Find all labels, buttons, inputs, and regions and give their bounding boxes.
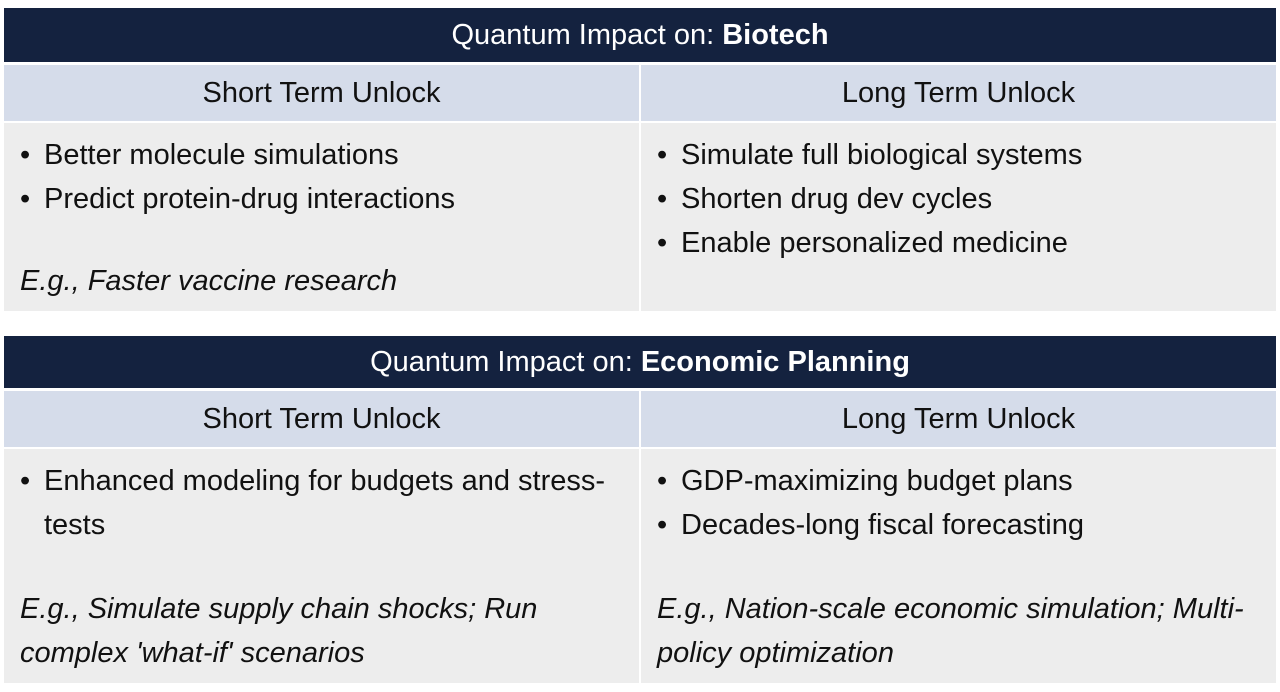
bullet-item: Predict protein-drug interactions (20, 177, 625, 221)
column-heading: Short Term Unlock (4, 391, 639, 447)
bullet-item: Better molecule simulations (20, 133, 625, 177)
bullet-item: Simulate full biological systems (657, 133, 1262, 177)
title-topic: Biotech (722, 18, 829, 51)
column-heading: Long Term Unlock (641, 65, 1276, 121)
panel-title: Quantum Impact on: Biotech (4, 8, 1276, 62)
bullet-item: Shorten drug dev cycles (657, 177, 1262, 221)
heading-row: Short Term Unlock Long Term Unlock (4, 65, 1276, 121)
body-row: Better molecule simulationsPredict prote… (4, 123, 1276, 311)
column-body: GDP-maximizing budget plansDecades-long … (641, 449, 1276, 683)
bullet-item: GDP-maximizing budget plans (657, 459, 1262, 503)
heading-row: Short Term Unlock Long Term Unlock (4, 391, 1276, 447)
bullet-item: Enable personalized medicine (657, 221, 1262, 265)
title-prefix: Quantum Impact on: (370, 345, 633, 378)
example-text: E.g., Simulate supply chain shocks; Run … (20, 593, 538, 669)
example-text: E.g., Nation-scale economic simulation; … (657, 593, 1244, 669)
body-row: Enhanced modeling for budgets and stress… (4, 449, 1276, 683)
example-text: E.g., Faster vaccine research (20, 265, 398, 297)
bullet-item: Decades-long fiscal forecasting (657, 503, 1262, 547)
column-body: Enhanced modeling for budgets and stress… (4, 449, 639, 683)
column-heading: Long Term Unlock (641, 391, 1276, 447)
bullet-item: Enhanced modeling for budgets and stress… (20, 459, 625, 547)
panel-title: Quantum Impact on: Economic Planning (4, 336, 1276, 388)
column-body: Simulate full biological systemsShorten … (641, 123, 1276, 311)
column-body: Better molecule simulationsPredict prote… (4, 123, 639, 311)
panel: Quantum Impact on: Biotech Short Term Unlo… (4, 8, 1276, 311)
title-topic: Economic Planning (640, 345, 910, 378)
panel: Quantum Impact on: Economic Planning Short… (4, 336, 1276, 683)
title-prefix: Quantum Impact on: (451, 18, 715, 51)
column-heading: Short Term Unlock (4, 65, 639, 121)
